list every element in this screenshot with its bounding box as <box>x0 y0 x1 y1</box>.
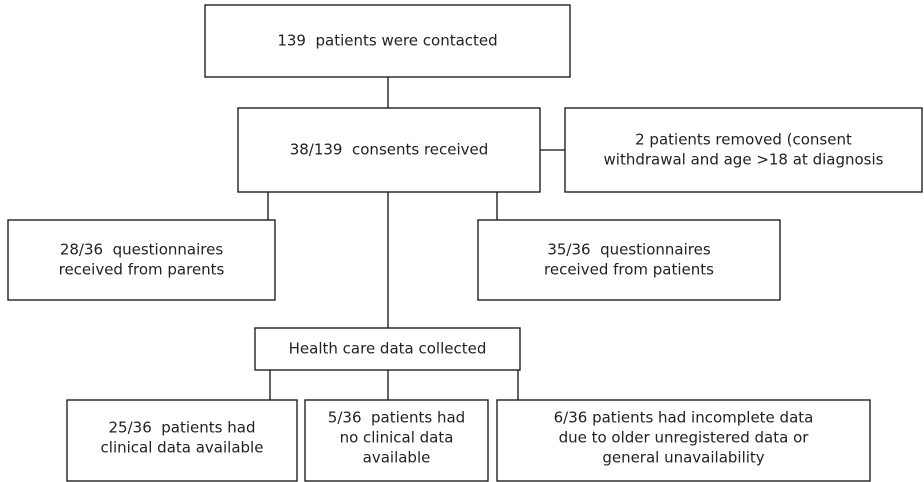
node-label: 2 patients removed (consent <box>635 131 852 149</box>
node-label: due to older unregistered data or <box>559 429 810 447</box>
node-box <box>496 399 871 482</box>
node-box <box>564 107 923 193</box>
node-label: received from patients <box>544 261 714 279</box>
node-box <box>66 399 298 482</box>
node-box <box>204 4 571 78</box>
node-box <box>237 107 541 193</box>
node-label: received from parents <box>59 261 225 279</box>
node-label: 139 patients were contacted <box>277 32 497 50</box>
node-label: general unavailability <box>602 449 764 467</box>
node-label: 5/36 patients had <box>328 409 465 427</box>
node-box <box>304 399 489 482</box>
node-label: no clinical data <box>340 429 454 447</box>
node-box <box>254 327 521 371</box>
node-label: available <box>363 449 431 467</box>
node-box <box>7 219 276 301</box>
node-label: Health care data collected <box>289 340 487 358</box>
node-label: 6/36 patients had incomplete data <box>554 409 814 427</box>
node-label: 35/36 questionnaires <box>547 241 711 259</box>
node-label: clinical data available <box>101 439 264 457</box>
node-box <box>477 219 781 301</box>
node-label: withdrawal and age >18 at diagnosis <box>604 151 884 169</box>
node-label: 38/139 consents received <box>290 141 489 159</box>
node-label: 25/36 patients had <box>109 419 256 437</box>
node-label: 28/36 questionnaires <box>60 241 224 259</box>
